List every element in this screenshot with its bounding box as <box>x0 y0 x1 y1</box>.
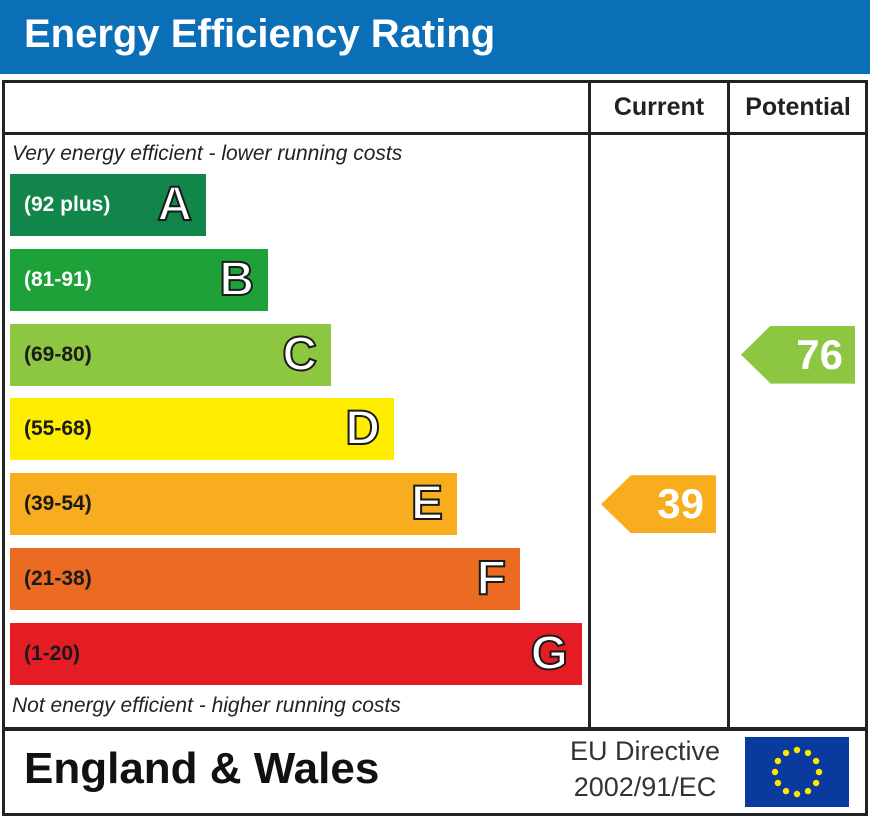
column-divider-potential <box>727 80 730 730</box>
flag-star <box>782 749 790 757</box>
band-a: (92 plus) A <box>10 174 206 236</box>
flag-star <box>804 749 812 757</box>
band-c: (69-80) C <box>10 323 331 386</box>
band-range-label: (92 plus) <box>24 193 111 216</box>
band-b: (81-91) B <box>10 248 268 311</box>
flag-star <box>793 790 801 798</box>
column-header-potential: Potential <box>745 93 851 121</box>
directive-line-1: EU Directive <box>569 736 721 766</box>
flag-star <box>774 779 782 787</box>
current-rating-value: 39 <box>657 480 704 528</box>
band-f: (21-38) F <box>10 548 520 610</box>
flag-star <box>815 768 823 776</box>
header-bar: Energy Efficiency Rating <box>0 0 870 74</box>
flag-star <box>774 757 782 765</box>
band-range-label: (55-68) <box>24 417 92 441</box>
band-letter: F <box>476 551 507 606</box>
band-range-label: (21-38) <box>24 567 92 590</box>
chart-title: Energy Efficiency Rating <box>24 12 496 56</box>
band-range-label: (1-20) <box>24 641 81 665</box>
band-range-label: (39-54) <box>24 492 92 516</box>
band-letter: D <box>344 401 381 456</box>
flag-star <box>812 779 820 787</box>
band-letter: A <box>156 177 193 232</box>
band-d: (55-68) D <box>10 398 394 461</box>
footer-frame <box>2 728 868 816</box>
potential-rating-value: 76 <box>796 330 843 378</box>
band-range-label: (69-80) <box>24 342 92 366</box>
directive-line-2: 2002/91/EC <box>573 772 717 802</box>
band-letter: B <box>218 252 255 307</box>
flag-star <box>782 787 790 795</box>
band-g: (1-20) G <box>10 622 582 685</box>
column-header-current: Current <box>613 93 705 121</box>
region-label: England & Wales <box>24 744 380 793</box>
eu-flag-icon <box>745 737 849 807</box>
band-range-label: (81-91) <box>24 267 92 291</box>
band-e: (39-54) E <box>10 473 457 536</box>
note-efficient: Very energy efficient - lower running co… <box>12 142 403 165</box>
band-letter: C <box>281 327 318 382</box>
flag-star <box>804 787 812 795</box>
note-inefficient: Not energy efficient - higher running co… <box>12 694 401 717</box>
band-letter: E <box>410 476 444 531</box>
flag-star <box>771 768 779 776</box>
header-row-divider <box>2 132 868 135</box>
flag-star <box>812 757 820 765</box>
current-rating-arrow: 39 <box>601 475 716 534</box>
column-divider-current <box>588 80 591 730</box>
band-letter: G <box>530 626 569 681</box>
flag-star <box>793 746 801 754</box>
